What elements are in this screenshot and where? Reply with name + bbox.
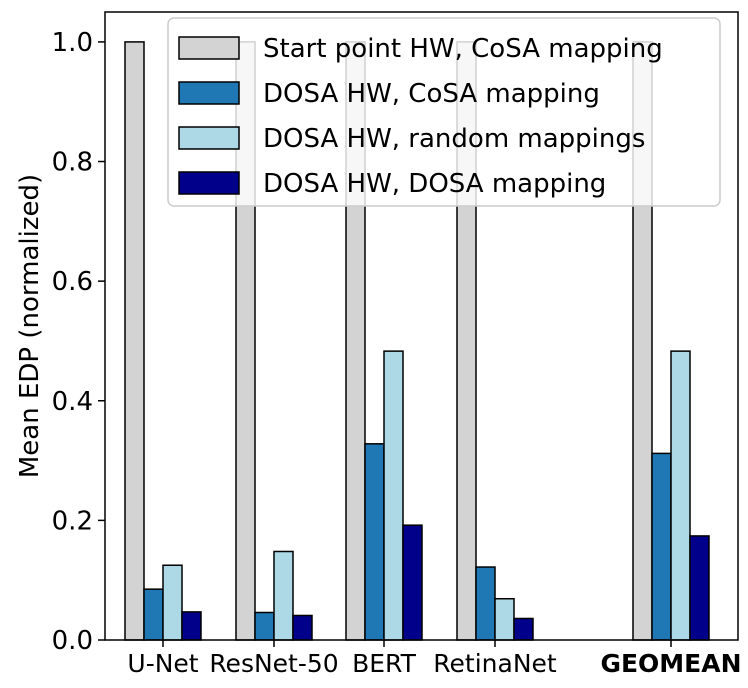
- y-tick-label: 0.8: [52, 148, 93, 178]
- legend-label: Start point HW, CoSA mapping: [263, 34, 663, 64]
- bar-bert-series-4: [402, 524, 423, 641]
- bar-u-net-series-4: [181, 611, 202, 641]
- legend-swatch: [178, 36, 240, 60]
- plot-frame: [104, 11, 739, 641]
- bar-retinanet-series-4: [513, 617, 534, 641]
- x-tick-label: GEOMEAN: [600, 649, 741, 678]
- bar-retinanet-series-2: [475, 566, 496, 641]
- legend-label: DOSA HW, random mappings: [263, 124, 645, 154]
- x-tick-label: BERT: [352, 649, 416, 678]
- bar-u-net-series-2: [143, 588, 164, 641]
- legend-label: DOSA HW, DOSA mapping: [263, 169, 606, 199]
- bar-geomean-series-2: [651, 452, 672, 641]
- x-tick-label: RetinaNet: [433, 649, 557, 678]
- x-axis: U-Net ResNet-50 BERT RetinaNet GEOMEAN: [127, 640, 742, 678]
- y-axis: 0.0 0.2 0.4 0.6 0.8 1.0: [52, 28, 105, 656]
- legend: Start point HW, CoSA mapping DOSA HW, CoS…: [167, 17, 721, 207]
- y-tick-label: 0.2: [52, 506, 93, 536]
- legend-swatch: [178, 81, 240, 105]
- legend-box: [167, 17, 721, 207]
- bar-resnet-50-series-2: [254, 611, 275, 641]
- y-tick-label: 0.6: [52, 267, 93, 297]
- bar-u-net-series-1: [124, 41, 145, 641]
- y-axis-label: Mean EDP (normalized): [15, 174, 45, 478]
- bar-bert-series-3: [383, 350, 404, 641]
- bar-bert-series-2: [364, 443, 385, 641]
- y-tick-label: 1.0: [52, 28, 93, 58]
- legend-label: DOSA HW, CoSA mapping: [263, 79, 600, 109]
- bar-resnet-50-series-4: [292, 614, 313, 641]
- legend-swatch: [178, 171, 240, 195]
- bar-u-net-series-3: [162, 564, 183, 641]
- bar-geomean-series-4: [689, 535, 710, 641]
- bar-geomean-series-3: [670, 350, 691, 641]
- x-tick-label: ResNet-50: [209, 649, 338, 678]
- y-tick-label: 0.4: [52, 387, 93, 417]
- y-tick-label: 0.0: [52, 626, 93, 656]
- legend-swatch: [178, 126, 240, 150]
- x-tick-label: U-Net: [127, 649, 198, 678]
- bar-resnet-50-series-3: [273, 550, 294, 641]
- bar-retinanet-series-3: [494, 597, 515, 641]
